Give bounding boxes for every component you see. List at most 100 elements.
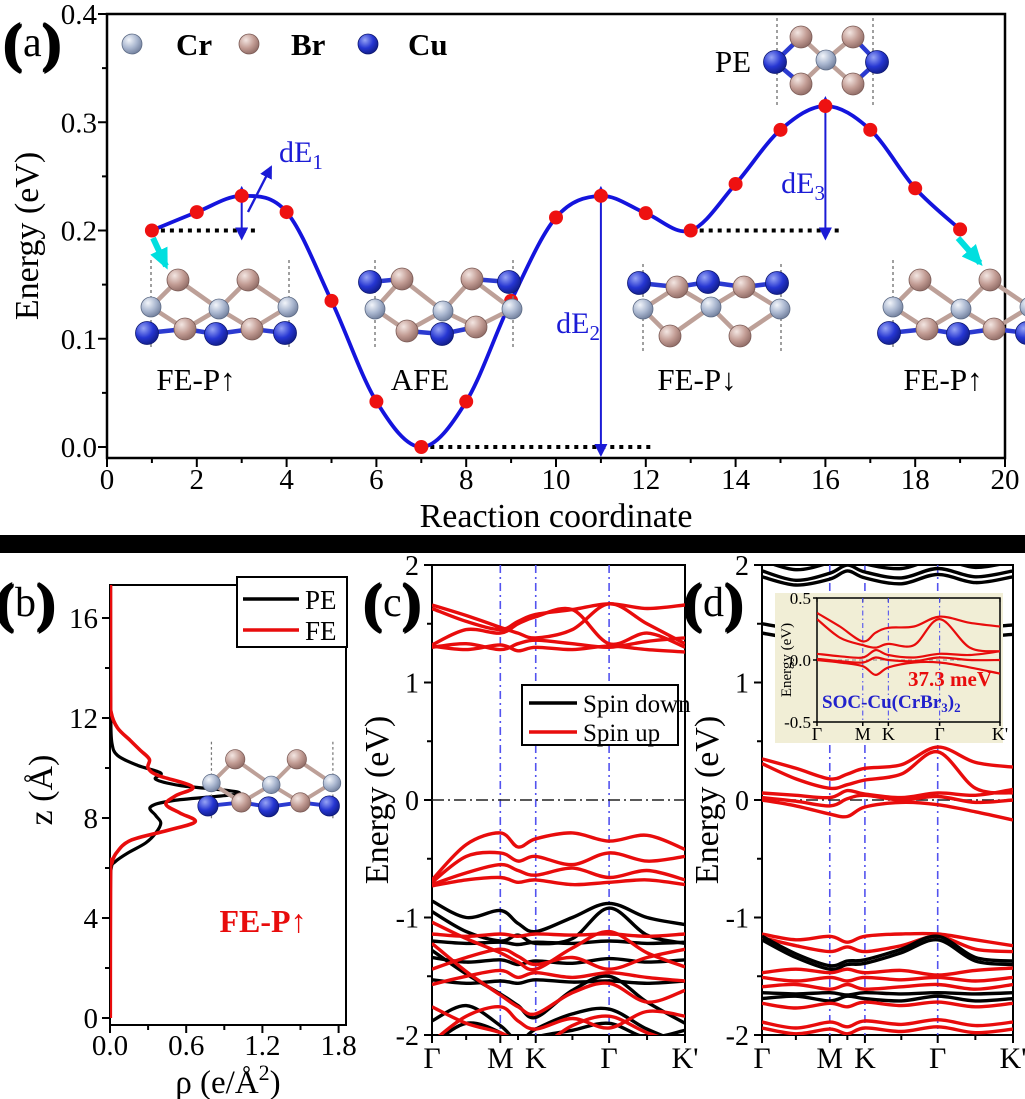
- cr-atom: [950, 298, 972, 320]
- y-axis-tick-label: 2: [735, 551, 749, 582]
- band-spin-up: [432, 968, 685, 987]
- dE1-pointer-arrow: [246, 165, 273, 213]
- neb-energy-curve: [151, 104, 962, 449]
- neb-image-point: [638, 206, 653, 221]
- y-axis-tick-label: 0: [405, 786, 419, 817]
- y-axis-tick-label: 16: [69, 603, 98, 635]
- br-atom: [908, 268, 932, 292]
- k-point-label: Γ: [423, 1042, 440, 1075]
- br-atom: [732, 275, 756, 299]
- inset-y-tick-label: 0.5: [790, 589, 811, 608]
- panel-a-paren-open: (: [4, 13, 22, 73]
- band-spin-up: [432, 606, 685, 649]
- cr-atom: [882, 296, 904, 318]
- panel-d-y-axis-title: Energy (eV): [689, 716, 726, 884]
- k-point-label: Γ: [753, 1042, 770, 1075]
- y-axis-tick-label: 1: [405, 669, 419, 700]
- panel-b: 0.0 0.6 1.2 1.8 0 4 8 12 16 z (Å) ρ (e/Å2) FE-P↑ PEF…: [23, 576, 357, 1099]
- band-spin-up: [762, 966, 1013, 977]
- molecule-inset-fe-up-b: [197, 741, 342, 821]
- k-point-label: K': [999, 1042, 1025, 1075]
- cu-atom: [763, 50, 787, 74]
- panel-b-y-axis-title: z (Å): [23, 755, 60, 826]
- band-spin-up: [432, 643, 685, 654]
- cu-atom: [358, 270, 382, 294]
- inset-band-spin-up: [817, 617, 1000, 653]
- cr-atom: [140, 296, 162, 318]
- neb-image-point: [234, 188, 249, 203]
- x-axis-tick-label: 1.8: [320, 1030, 356, 1062]
- panel-d-letter: d: [702, 580, 724, 626]
- cu-atom: [273, 321, 297, 345]
- band-spin-up: [432, 875, 685, 888]
- cyan-pointer-arrow-right: [955, 236, 983, 267]
- panel-d-label: (d): [684, 576, 743, 630]
- panel-b-label: (b): [0, 576, 55, 630]
- density-curve-pe: [110, 585, 242, 1019]
- neb-image-point: [144, 223, 159, 238]
- panel-c-paren-close: ): [402, 573, 421, 633]
- molecule-inset-fe-down: [627, 264, 791, 354]
- cr-atom: [769, 298, 791, 320]
- band-spin-up: [762, 934, 1013, 954]
- panel-b-paren-close: ): [36, 573, 55, 633]
- br-atom: [240, 317, 264, 341]
- band-spin-up: [762, 787, 1013, 800]
- cr-legend-label: Cr: [176, 27, 212, 62]
- inset-y-axis-title: Energy (eV): [779, 623, 795, 697]
- panel-c-legend-box: [521, 684, 679, 746]
- cr-atom: [815, 49, 837, 71]
- soc-gap-annotation: 37.3 meV: [908, 667, 992, 691]
- br-legend-label: Br: [291, 27, 326, 62]
- k-point-label: Γ: [929, 1042, 946, 1075]
- cr-atom: [700, 296, 722, 318]
- panel-d-paren-close: ): [724, 573, 743, 633]
- neb-image-point: [863, 122, 878, 137]
- cu-atom: [497, 270, 521, 294]
- x-axis-tick-label: 12: [631, 464, 660, 496]
- neb-image-point: [728, 176, 743, 191]
- band-spin-up: [762, 975, 1013, 983]
- panel-c-paren-open: (: [364, 573, 382, 633]
- br-atom: [390, 267, 414, 291]
- fe-p-up-annotation: FE-P↑: [219, 903, 306, 939]
- band-spin-up: [432, 831, 685, 882]
- neb-image-point: [369, 394, 384, 409]
- legend-label-pe: PE: [305, 585, 337, 615]
- neb-image-point: [593, 188, 608, 203]
- panel-a-y-axis-title: Energy (eV): [9, 152, 46, 320]
- state-label: FE-P↑: [156, 362, 235, 397]
- cu-atom: [430, 322, 454, 346]
- panel-a-paren-close: ): [42, 13, 61, 73]
- inset-k-label: Γ: [934, 724, 944, 744]
- x-axis-tick-label: 0.6: [168, 1030, 204, 1062]
- neb-image-point: [549, 210, 563, 225]
- cu-atom: [258, 796, 280, 818]
- inset-y-tick-label: -0.5: [784, 713, 811, 732]
- panel-b-curves: [110, 585, 242, 1019]
- band-spin-up: [432, 947, 685, 971]
- cyan-pointer-arrow-left: [150, 236, 169, 270]
- cu-atom: [204, 322, 228, 346]
- br-atom: [915, 317, 939, 341]
- panel-b-x-axis-title: ρ (e/Å2): [175, 1060, 280, 1099]
- br-atom: [225, 749, 246, 770]
- br-atom: [982, 317, 1006, 341]
- br-atom: [166, 268, 190, 292]
- band-spin-up: [432, 932, 685, 939]
- neb-image-point: [908, 181, 923, 196]
- neb-image-point: [773, 122, 788, 137]
- band-spin-up: [432, 602, 685, 632]
- panel-a-letter: a: [22, 20, 42, 66]
- y-axis-tick-label: 12: [69, 703, 98, 735]
- legend-label-spin-up: Spin up: [583, 720, 660, 747]
- y-axis-tick-label: 8: [84, 803, 99, 835]
- legend-label-fe: FE: [305, 616, 337, 646]
- panel-d-paren-open: (: [684, 573, 702, 633]
- neb-image-point: [279, 205, 294, 220]
- k-point-label: M: [487, 1042, 514, 1075]
- band-spin-down: [432, 899, 685, 934]
- pe-state-label: PE: [715, 44, 751, 79]
- br-atom: [290, 792, 311, 813]
- neb-image-point: [414, 440, 429, 454]
